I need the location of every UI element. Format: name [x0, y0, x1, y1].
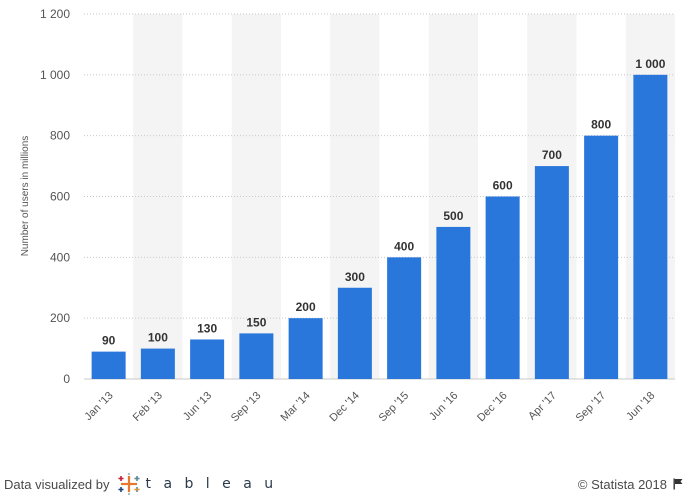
- value-label: 150: [246, 315, 266, 329]
- bar: [190, 339, 225, 379]
- tableau-cross-icon: [118, 473, 139, 495]
- value-label: 200: [296, 300, 316, 314]
- x-tick-label: Jun '16: [427, 390, 460, 423]
- bars: [91, 74, 668, 379]
- x-tick-label: Jan '13: [82, 390, 115, 423]
- y-tick-label: 1 200: [40, 7, 70, 21]
- x-tick-label: Sep '17: [574, 390, 609, 425]
- bar: [633, 74, 668, 379]
- footer-credit: Data visualized by t a b: [4, 473, 277, 495]
- y-tick-label: 400: [50, 250, 70, 264]
- x-tick-label: Feb '13: [131, 390, 165, 424]
- flag-icon[interactable]: [673, 478, 683, 490]
- bar: [584, 135, 619, 379]
- bar-chart: 0 200 400 600 800 1 000 1 200 90 100 130 150 200 30…: [20, 7, 675, 425]
- x-tick-label: Sep '13: [229, 390, 264, 425]
- value-label: 400: [394, 239, 414, 253]
- y-tick-label: 1 000: [40, 68, 70, 82]
- bar: [534, 166, 569, 379]
- y-tick-label: 600: [50, 190, 70, 204]
- y-axis-ticks: 0 200 400 600 800 1 000 1 200: [40, 7, 70, 386]
- gridlines: [84, 13, 675, 380]
- x-tick-label: Jun '13: [181, 390, 214, 423]
- footer-copyright: © Statista 2018: [578, 473, 683, 495]
- bar: [436, 226, 471, 379]
- value-labels: 90 100 130 150 200 300 400 500 600 700 800 1 000: [102, 57, 666, 348]
- value-label: 600: [493, 179, 513, 193]
- x-axis-ticks: Jan '13 Feb '13 Jun '13 Sep '13 Mar '14 Dec '…: [82, 390, 657, 425]
- value-label: 700: [542, 148, 562, 162]
- x-tick-label: Dec '14: [327, 390, 362, 425]
- tableau-logo[interactable]: t a b l e a u: [116, 473, 278, 495]
- bar: [288, 318, 323, 379]
- value-label: 130: [197, 321, 217, 335]
- tableau-wordmark: t a b l e a u: [145, 476, 278, 492]
- bar: [239, 333, 274, 379]
- x-tick-label: Dec '16: [475, 390, 510, 425]
- bar: [387, 257, 422, 379]
- copyright-text: © Statista 2018: [577, 476, 667, 492]
- x-tick-label: Apr '17: [526, 390, 559, 423]
- value-label: 800: [591, 118, 611, 132]
- y-tick-label: 200: [50, 311, 70, 325]
- value-label: 1 000: [635, 57, 665, 71]
- bar: [485, 196, 520, 379]
- value-label: 300: [345, 270, 365, 284]
- y-tick-label: 0: [63, 372, 70, 386]
- x-tick-label: Jun '18: [624, 390, 657, 423]
- bar: [91, 351, 126, 379]
- visualized-by-text: Data visualized by: [4, 476, 110, 492]
- bar: [337, 287, 372, 379]
- column-stripe: [133, 14, 183, 379]
- column-stripe: [231, 14, 281, 379]
- y-tick-label: 800: [50, 129, 70, 143]
- y-axis-label: Number of users in millions: [20, 136, 31, 257]
- x-tick-label: Sep '15: [377, 390, 412, 425]
- value-label: 100: [148, 331, 168, 345]
- x-tick-label: Mar '14: [279, 390, 313, 424]
- value-label: 500: [443, 209, 463, 223]
- bar: [140, 348, 175, 379]
- value-label: 90: [102, 334, 116, 348]
